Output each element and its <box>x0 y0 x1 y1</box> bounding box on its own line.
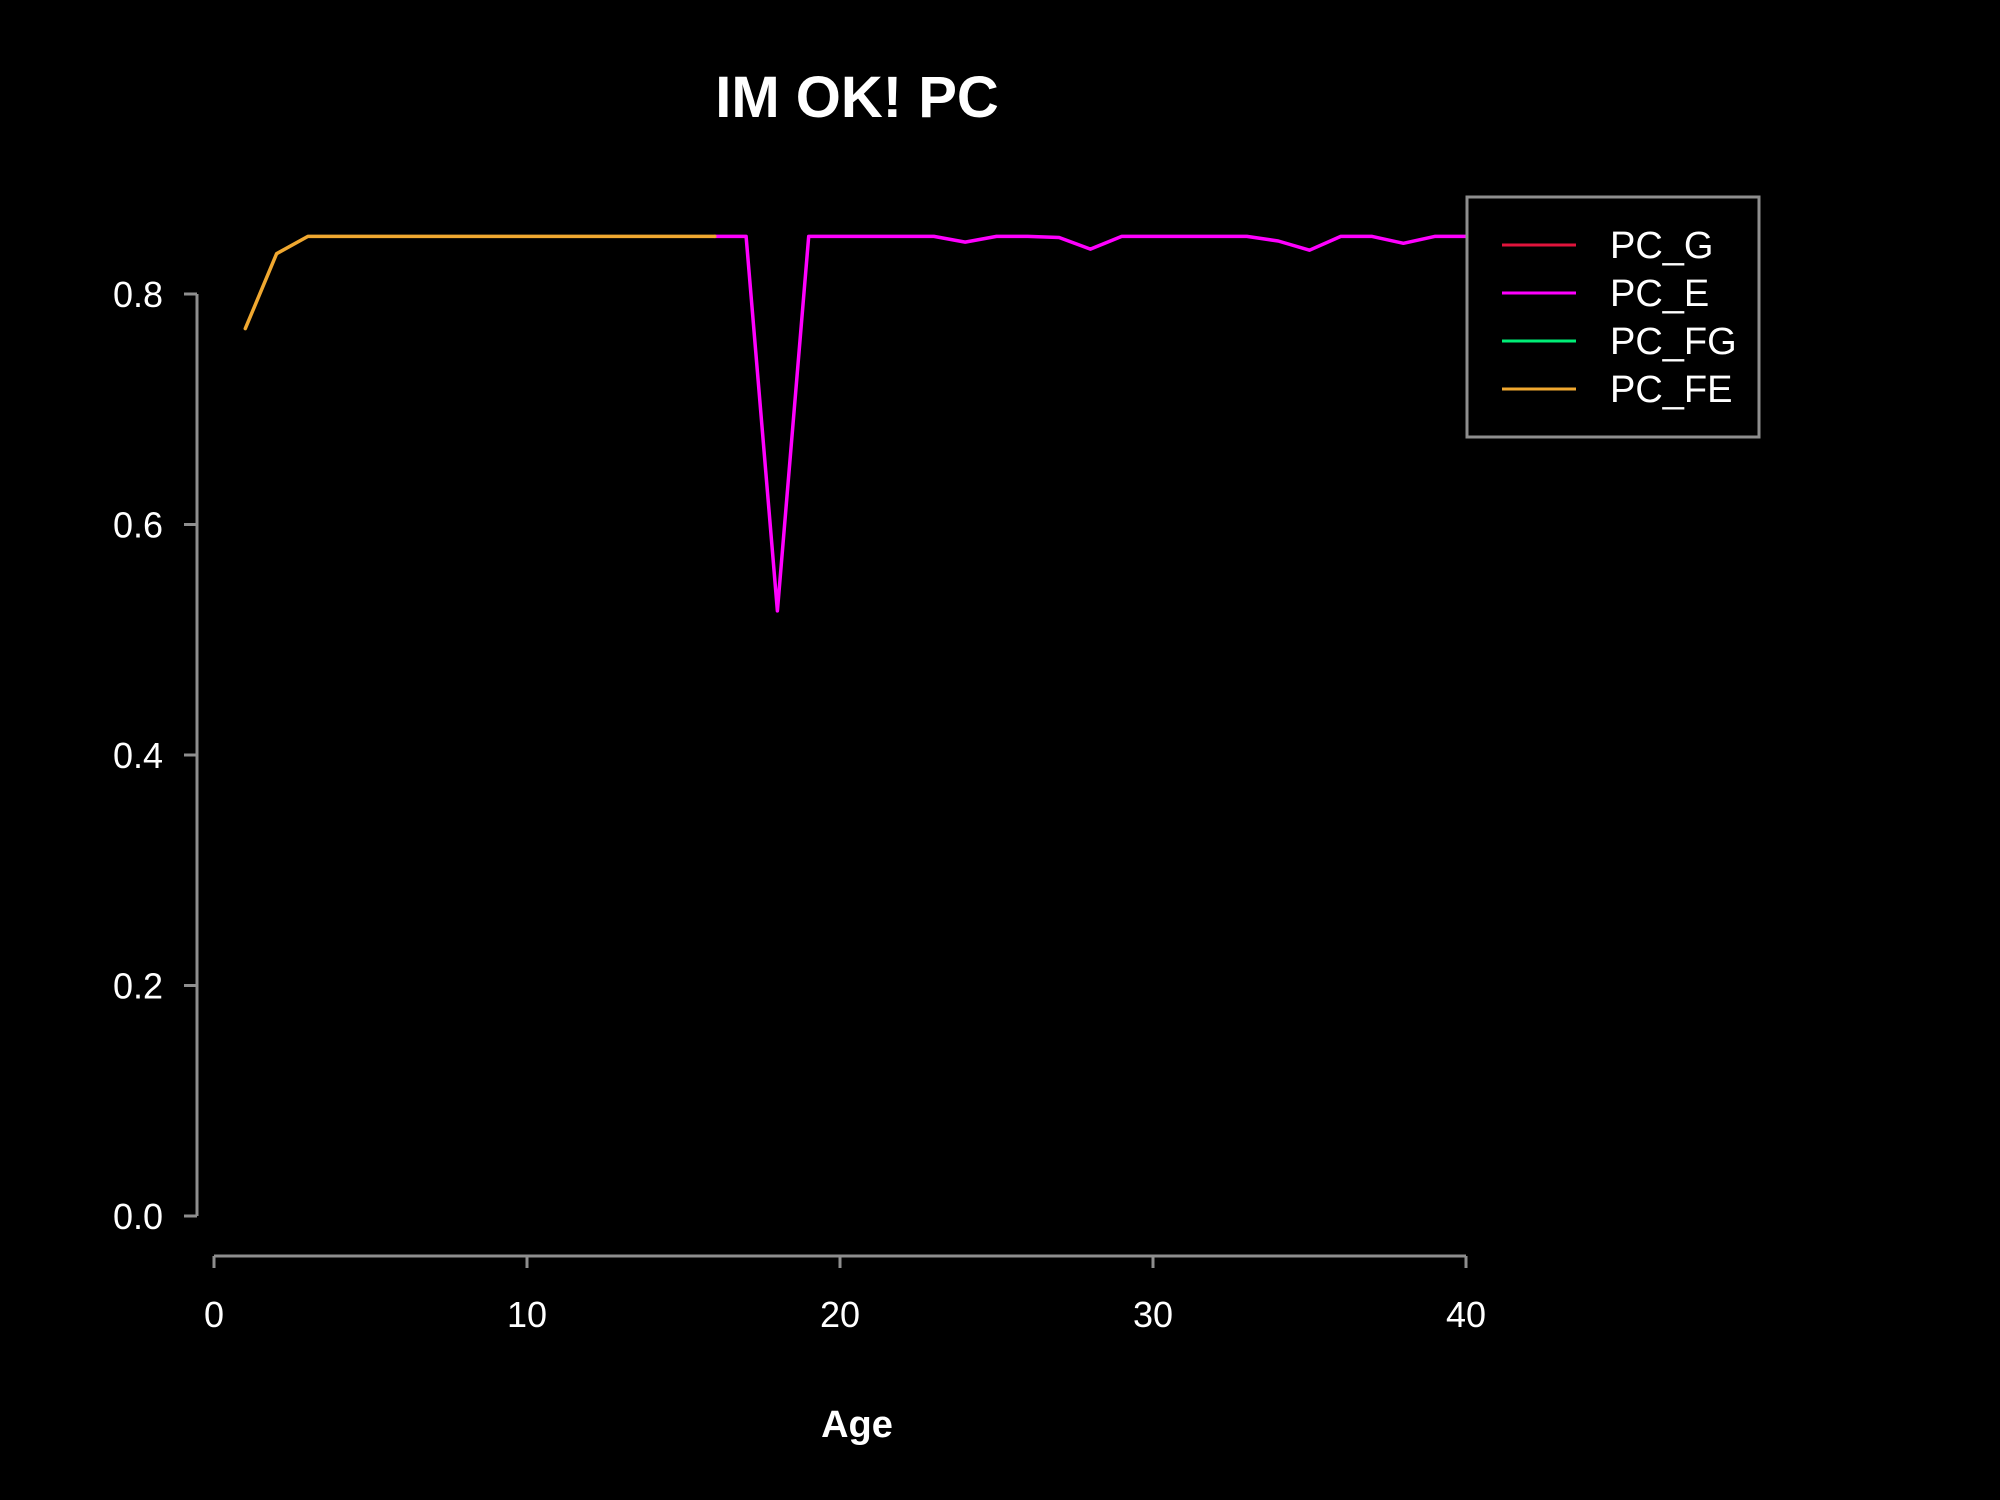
x-tick-label: 20 <box>820 1294 860 1335</box>
plot-lines <box>243 234 1468 613</box>
y-axis: 0.0 0.2 0.4 0.6 0.8 <box>113 274 199 1237</box>
series-line-pc-fe <box>243 234 717 331</box>
x-axis-label: Age <box>821 1404 893 1446</box>
y-tick-label: 0.8 <box>113 274 163 315</box>
legend-items: PC_G PC_E PC_FG PC_FE <box>1502 225 1737 411</box>
x-tick-label: 10 <box>507 1294 547 1335</box>
x-tick-label: 30 <box>1133 1294 1173 1335</box>
legend: PC_G PC_E PC_FG PC_FE <box>1465 195 1761 439</box>
x-tick-label: 40 <box>1446 1294 1486 1335</box>
x-tick-label: 0 <box>204 1294 224 1335</box>
y-tick-label: 0.4 <box>113 735 163 776</box>
y-ticks: 0.0 0.2 0.4 0.6 0.8 <box>113 274 197 1237</box>
legend-label: PC_E <box>1610 273 1709 315</box>
x-ticks: 0 10 20 30 40 <box>204 1256 1486 1335</box>
chart-title: IM OK! PC <box>715 65 999 130</box>
series-line-pc-e <box>713 234 1468 613</box>
x-axis: 0 10 20 30 40 <box>204 1254 1486 1335</box>
legend-box <box>1465 195 1761 439</box>
y-tick-label: 0.2 <box>113 966 163 1007</box>
legend-label: PC_G <box>1610 225 1713 267</box>
y-tick-label: 0.6 <box>113 505 163 546</box>
legend-label: PC_FE <box>1610 369 1732 411</box>
y-tick-label: 0.0 <box>113 1196 163 1237</box>
legend-label: PC_FG <box>1610 321 1737 363</box>
